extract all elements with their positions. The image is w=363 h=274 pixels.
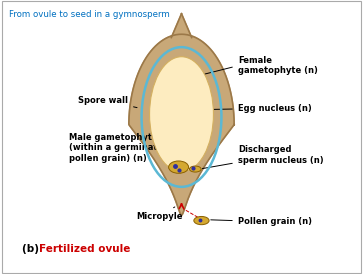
Text: Discharged
sperm nucleus (n): Discharged sperm nucleus (n) bbox=[203, 145, 323, 169]
Ellipse shape bbox=[169, 161, 189, 173]
Text: Female
gametophyte (n): Female gametophyte (n) bbox=[202, 56, 318, 75]
Ellipse shape bbox=[150, 57, 213, 172]
Text: Micropyle: Micropyle bbox=[136, 207, 183, 221]
Text: Male gametophyte
(within a germinated
pollen grain) (n): Male gametophyte (within a germinated po… bbox=[69, 133, 171, 166]
Ellipse shape bbox=[189, 166, 201, 172]
Text: Spore wall: Spore wall bbox=[78, 96, 137, 108]
Text: Fertilized ovule: Fertilized ovule bbox=[39, 244, 130, 254]
Text: Egg nucleus (n): Egg nucleus (n) bbox=[205, 104, 311, 113]
Polygon shape bbox=[171, 14, 192, 38]
Text: From ovule to seed in a gymnosperm: From ovule to seed in a gymnosperm bbox=[9, 10, 170, 19]
Text: (b): (b) bbox=[22, 244, 42, 254]
Text: Pollen grain (n): Pollen grain (n) bbox=[211, 218, 312, 226]
Ellipse shape bbox=[194, 216, 209, 225]
Polygon shape bbox=[129, 34, 234, 215]
